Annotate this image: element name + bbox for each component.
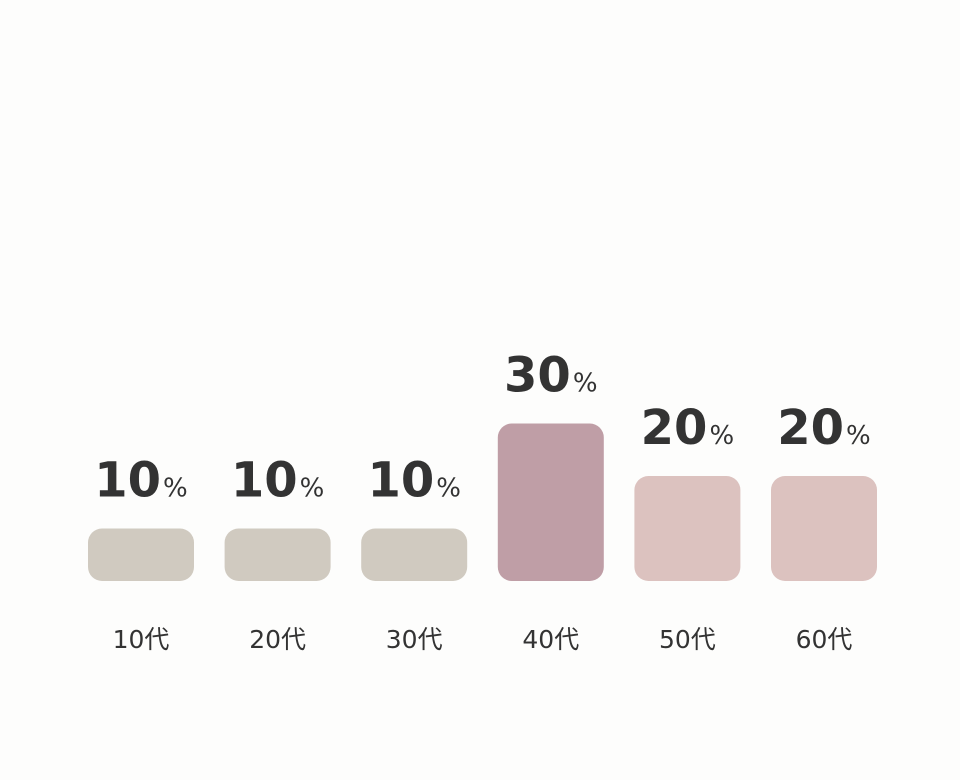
value-label: 10% bbox=[94, 453, 188, 509]
x-tick-label: 10代 bbox=[113, 625, 170, 654]
bar bbox=[224, 528, 331, 581]
x-tick-label: 30代 bbox=[386, 625, 443, 654]
bar bbox=[634, 476, 741, 581]
x-tick-label: 60代 bbox=[796, 625, 853, 654]
bar bbox=[361, 528, 468, 581]
bar bbox=[88, 528, 194, 581]
value-label: 30% bbox=[504, 348, 598, 404]
x-tick-label: 20代 bbox=[249, 625, 306, 654]
x-tick-label: 50代 bbox=[659, 625, 716, 654]
value-label: 10% bbox=[231, 453, 325, 509]
value-label: 20% bbox=[641, 400, 735, 456]
bar bbox=[497, 423, 604, 581]
value-label: 10% bbox=[367, 453, 461, 509]
value-label: 20% bbox=[777, 400, 871, 456]
x-tick-label: 40代 bbox=[522, 625, 579, 654]
bar bbox=[771, 476, 877, 581]
